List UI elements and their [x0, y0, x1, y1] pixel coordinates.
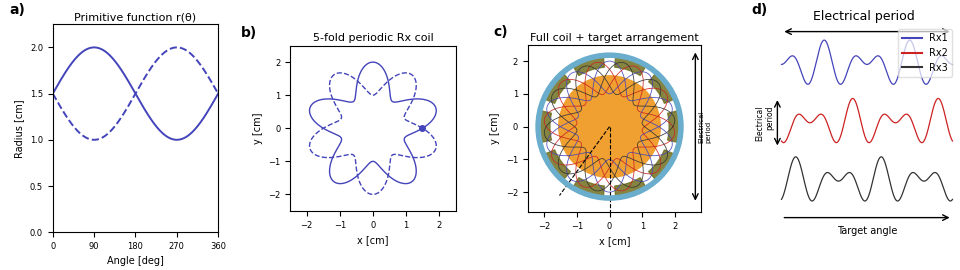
Title: Electrical period: Electrical period: [813, 10, 915, 23]
Wedge shape: [537, 110, 551, 143]
Wedge shape: [614, 178, 647, 199]
X-axis label: x [cm]: x [cm]: [357, 235, 389, 245]
Circle shape: [559, 76, 660, 177]
X-axis label: Angle [deg]: Angle [deg]: [108, 256, 164, 266]
Y-axis label: y [cm]: y [cm]: [252, 113, 263, 144]
Wedge shape: [542, 72, 570, 103]
Title: Full coil + target arrangement: Full coil + target arrangement: [530, 33, 699, 43]
Y-axis label: y [cm]: y [cm]: [491, 113, 500, 144]
Text: Electrical
period: Electrical period: [756, 105, 775, 140]
Text: b): b): [241, 26, 257, 40]
Text: d): d): [752, 3, 768, 17]
Wedge shape: [614, 54, 647, 76]
X-axis label: x [cm]: x [cm]: [599, 236, 630, 246]
Y-axis label: Radius [cm]: Radius [cm]: [14, 99, 24, 158]
Wedge shape: [542, 150, 570, 181]
Text: a): a): [10, 3, 26, 17]
Title: Primitive function r(θ): Primitive function r(θ): [75, 12, 197, 22]
Wedge shape: [572, 178, 605, 199]
Wedge shape: [572, 54, 605, 76]
Legend: Rx1, Rx2, Rx3: Rx1, Rx2, Rx3: [899, 29, 952, 77]
Title: 5-fold periodic Rx coil: 5-fold periodic Rx coil: [313, 33, 433, 43]
Wedge shape: [667, 110, 683, 143]
Text: c): c): [492, 25, 508, 39]
Text: Electrical
period: Electrical period: [699, 110, 711, 143]
Wedge shape: [649, 72, 677, 103]
Text: Target angle: Target angle: [837, 226, 898, 236]
Wedge shape: [649, 150, 677, 181]
